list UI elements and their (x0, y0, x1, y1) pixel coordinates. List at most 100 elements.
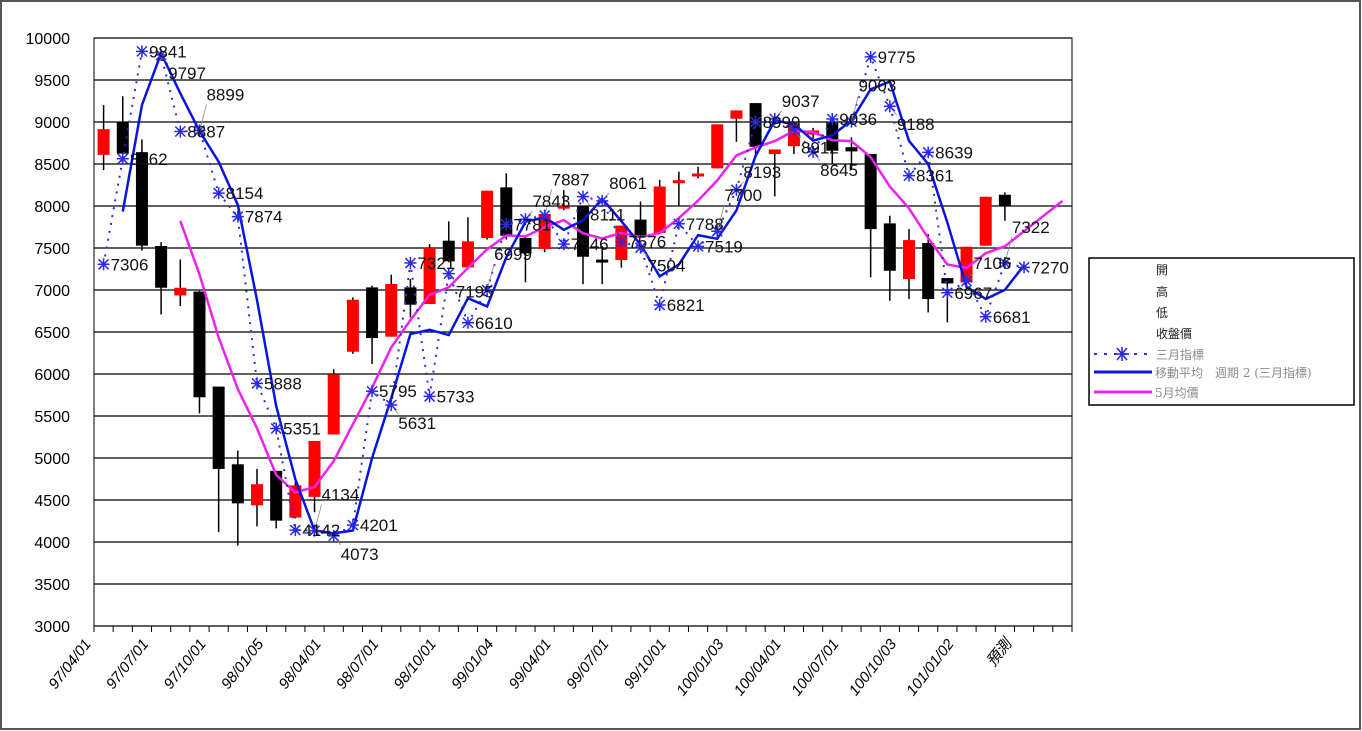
label-leader-line (851, 95, 859, 122)
index-data-label: 8154 (226, 184, 264, 203)
index-data-label: 5351 (283, 420, 321, 439)
index-data-label: 8111 (590, 206, 625, 225)
index-data-label: 7195 (456, 283, 494, 302)
index-data-label: 8887 (187, 122, 225, 141)
index-star-icon (634, 241, 647, 254)
index-star-icon (231, 210, 244, 223)
legend-ma5: 5月均價 (1155, 386, 1199, 400)
index-star-icon (404, 257, 417, 270)
label-leader-line (486, 263, 495, 291)
index-data-label: 9036 (839, 110, 877, 129)
candle-up-body (481, 190, 494, 239)
index-data-label: 8562 (130, 150, 168, 169)
index-data-label: 6821 (667, 296, 705, 315)
candle-up-body (692, 173, 705, 177)
index-star-markers (97, 45, 1031, 542)
index-data-label: 6681 (993, 308, 1031, 327)
index-star-icon (193, 124, 206, 137)
plot-area-border (93, 37, 1073, 627)
index-star-icon (826, 112, 839, 125)
index-data-label: 4073 (341, 545, 379, 564)
index-star-icon (174, 125, 187, 138)
index-data-label: 8912 (801, 138, 839, 157)
candle-up-body (672, 180, 685, 184)
index-star-icon (845, 115, 858, 128)
index-star-icon (270, 422, 283, 435)
index-data-label: 7874 (245, 208, 283, 227)
y-tick-label: 9500 (34, 73, 70, 90)
index-star-icon (807, 145, 820, 158)
index-star-icon (979, 310, 992, 323)
label-leader-line (1004, 236, 1013, 264)
index-data-label: 8639 (935, 143, 973, 162)
candle-down-body (864, 154, 877, 230)
ma5-series (179, 129, 1064, 494)
candle-down-body (922, 243, 935, 300)
candle-up-body (327, 374, 340, 435)
label-leader-line (199, 104, 207, 131)
candle-up-body (97, 129, 110, 155)
index-data-label: 4142 (302, 521, 340, 540)
index-star-icon (941, 286, 954, 299)
index-data-label: 5795 (379, 382, 417, 401)
index-data-label: 9797 (168, 64, 206, 83)
index-data-label: 7576 (628, 233, 666, 252)
index-star-icon (653, 299, 666, 312)
legend-close: 收盤價 (1156, 327, 1192, 341)
index-star-icon (615, 235, 628, 248)
index-star-icon (346, 519, 359, 532)
index-data-label: 9841 (149, 42, 187, 61)
index-star-icon (557, 238, 570, 251)
index-data-label: 7700 (724, 186, 762, 205)
y-tick-label: 6000 (34, 367, 70, 384)
legend-ma2: 移動平均 週期 2 (三月指標) (1155, 365, 1312, 380)
y-tick-label: 5500 (34, 409, 70, 426)
ma5-line (179, 129, 1064, 494)
index-data-label: 8999 (763, 113, 801, 132)
index-star-icon (155, 49, 168, 62)
candle-down-body (404, 287, 417, 305)
candle-up-body (346, 299, 359, 352)
candle-down-body (135, 152, 148, 246)
y-tick-label: 3500 (34, 577, 70, 594)
index-star-icon (960, 275, 973, 288)
index-data-label: 5733 (437, 387, 475, 406)
index-star-icon (787, 123, 800, 136)
ma2-line (121, 49, 1026, 535)
y-tick-label: 5000 (34, 451, 70, 468)
legend-high: 高 (1156, 284, 1168, 299)
index-star-icon (366, 385, 379, 398)
candle-up-body (423, 248, 436, 305)
index-star-icon (308, 524, 321, 537)
index-data-label: 6610 (475, 314, 513, 333)
index-star-icon (730, 183, 743, 196)
index-star-icon (500, 218, 513, 231)
index-star-icon (385, 398, 398, 411)
candle-down-body (366, 287, 379, 339)
candle-down-body (519, 238, 532, 254)
index-star-icon (768, 112, 781, 125)
y-tick-label: 10000 (26, 31, 71, 48)
candle-up-body (730, 110, 743, 119)
label-leader-line (544, 189, 553, 216)
y-tick-label: 6500 (34, 325, 70, 342)
candle-down-body (500, 187, 513, 236)
index-star-icon (749, 116, 762, 129)
legend: 開 高 低 收盤價 三月指標 移動平均 週期 2 (三月指標) 5月均價 (1088, 257, 1355, 406)
legend-low: 低 (1156, 306, 1168, 320)
index-data-label: 7781 (513, 215, 551, 234)
index-data-label: 8193 (743, 163, 781, 182)
index-data-label: 9188 (897, 115, 935, 134)
y-tick-label: 9000 (34, 115, 70, 132)
index-star-icon (711, 225, 724, 238)
index-star-icon (423, 390, 436, 403)
legend-index-star-icon (1115, 347, 1129, 361)
index-star-icon (461, 316, 474, 329)
index-data-label: 6999 (494, 245, 532, 264)
index-star-icon (97, 258, 110, 271)
index-data-label: 7322 (1012, 218, 1050, 237)
legend-open: 開 (1156, 263, 1168, 277)
index-data-label: 6967 (954, 284, 992, 303)
legend-index: 三月指標 (1156, 347, 1204, 362)
y-tick-label: 8500 (34, 157, 70, 174)
